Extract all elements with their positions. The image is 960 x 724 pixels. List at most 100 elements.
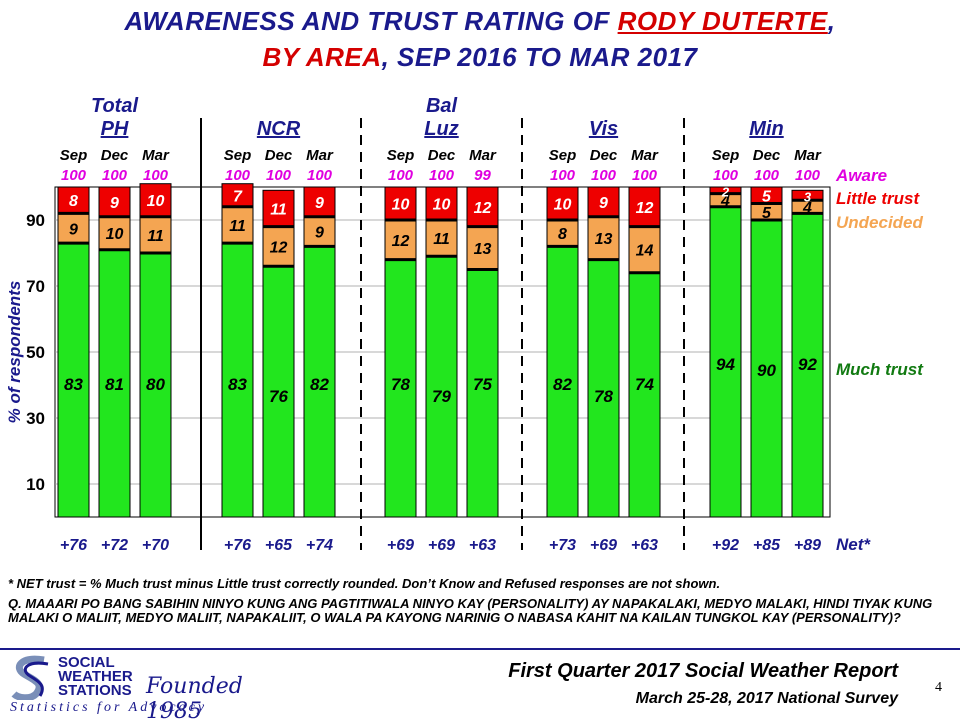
bar-much-trust <box>57 242 90 518</box>
bar-undecided <box>587 216 620 261</box>
group-label-line1: Bal <box>426 95 458 117</box>
bar-much-trust <box>709 206 742 518</box>
period-label: Dec <box>590 147 618 164</box>
undecided-label: 4 <box>802 200 812 217</box>
bar-much-trust <box>546 245 579 518</box>
bar-little-trust <box>628 186 661 228</box>
little-trust-label: 5 <box>762 188 772 205</box>
little-trust-label: 10 <box>147 193 165 210</box>
bar-undecided <box>546 219 579 247</box>
period-label: Sep <box>549 147 577 164</box>
net-value: +85 <box>753 537 781 554</box>
undecided-label: 14 <box>636 243 654 260</box>
logo-founded: Founded 1985 <box>146 674 243 724</box>
little-trust-label: 9 <box>599 195 608 212</box>
bar-much-trust <box>221 242 254 518</box>
undecided-label: 11 <box>229 218 246 235</box>
undecided-label: 13 <box>474 241 492 258</box>
much-trust-label: 83 <box>64 375 83 394</box>
period-label: Mar <box>469 147 497 164</box>
y-tick-label: 90 <box>26 211 45 230</box>
net-value: +63 <box>469 537 496 554</box>
undecided-label: 11 <box>433 231 450 248</box>
net-value: +76 <box>60 537 87 554</box>
legend-undecided: Undecided <box>836 213 924 232</box>
logo-line3: STATIONS <box>58 682 132 699</box>
aware-value: 100 <box>754 167 780 184</box>
footer-divider <box>0 648 960 650</box>
aware-value: 100 <box>61 167 87 184</box>
aware-value: 100 <box>550 167 576 184</box>
undecided-label: 11 <box>147 228 164 245</box>
little-trust-label: 12 <box>636 200 654 217</box>
period-label: Mar <box>142 147 170 164</box>
aware-value: 100 <box>102 167 128 184</box>
logo-line2: WEATHER <box>58 668 133 685</box>
y-axis-label: % of respondents <box>5 281 24 424</box>
bar-much-trust <box>628 272 661 518</box>
report-title: First Quarter 2017 Social Weather Report <box>508 660 898 682</box>
net-value: +72 <box>101 537 128 554</box>
much-trust-label: 92 <box>798 355 817 374</box>
little-trust-label: 9 <box>110 195 119 212</box>
much-trust-label: 90 <box>757 361 776 380</box>
little-trust-label: 3 <box>804 189 812 204</box>
group-label: PH <box>101 118 129 140</box>
aware-value: 100 <box>632 167 658 184</box>
y-tick-label: 70 <box>26 277 45 296</box>
undecided-label: 10 <box>106 226 124 243</box>
undecided-label: 9 <box>315 225 324 242</box>
chart-title-line2: BY AREA, SEP 2016 TO MAR 2017 <box>0 42 960 73</box>
period-label: Sep <box>224 147 252 164</box>
period-label: Dec <box>265 147 293 164</box>
net-value: +69 <box>590 537 617 554</box>
period-label: Dec <box>753 147 781 164</box>
bar-undecided <box>221 206 254 244</box>
legend-little-trust: Little trust <box>836 189 920 208</box>
logo-tagline: Statistics for Advocacy <box>10 700 208 715</box>
aware-value: 100 <box>266 167 292 184</box>
much-trust-label: 82 <box>310 375 329 394</box>
little-trust-label: 12 <box>474 200 492 217</box>
little-trust-label: 10 <box>433 197 451 214</box>
bar-much-trust <box>139 252 172 518</box>
net-value: +70 <box>142 537 169 554</box>
much-trust-label: 74 <box>635 375 654 394</box>
period-label: Mar <box>794 147 822 164</box>
net-value: +89 <box>794 537 821 554</box>
period-label: Sep <box>712 147 740 164</box>
net-footnote: * NET trust = % Much trust minus Little … <box>8 576 721 591</box>
y-tick-label: 30 <box>26 409 45 428</box>
little-trust-label: 10 <box>392 197 410 214</box>
bar-much-trust <box>98 249 131 518</box>
sws-logo-icon <box>11 655 49 700</box>
much-trust-label: 75 <box>473 375 492 394</box>
group-label: Min <box>749 118 783 140</box>
little-trust-label: 7 <box>233 188 243 205</box>
period-label: Mar <box>631 147 659 164</box>
y-tick-label: 50 <box>26 343 45 362</box>
aware-value: 100 <box>388 167 414 184</box>
much-trust-label: 80 <box>146 375 165 394</box>
net-value: +69 <box>428 537 455 554</box>
title-suffix: , <box>827 6 836 36</box>
aware-value: 100 <box>713 167 739 184</box>
much-trust-label: 76 <box>269 387 288 406</box>
survey-question: Q. MAAARI PO BANG SABIHIN NINYO KUNG ANG… <box>8 596 933 625</box>
legend-net: Net* <box>836 535 871 554</box>
net-value: +92 <box>712 537 739 554</box>
much-trust-label: 81 <box>105 375 124 394</box>
aware-value: 99 <box>474 167 491 184</box>
period-label: Mar <box>306 147 334 164</box>
aware-value: 100 <box>591 167 617 184</box>
logo-line1: SOCIAL <box>58 654 115 671</box>
bar-much-trust <box>750 219 783 518</box>
bar-little-trust <box>57 186 90 214</box>
much-trust-label: 83 <box>228 375 247 394</box>
bar-much-trust <box>303 245 336 518</box>
legend-aware: Aware <box>835 166 887 185</box>
survey-dates: March 25-28, 2017 National Survey <box>635 690 898 707</box>
bar-little-trust <box>425 186 458 221</box>
much-trust-label: 78 <box>391 375 410 394</box>
undecided-label: 4 <box>720 193 730 210</box>
